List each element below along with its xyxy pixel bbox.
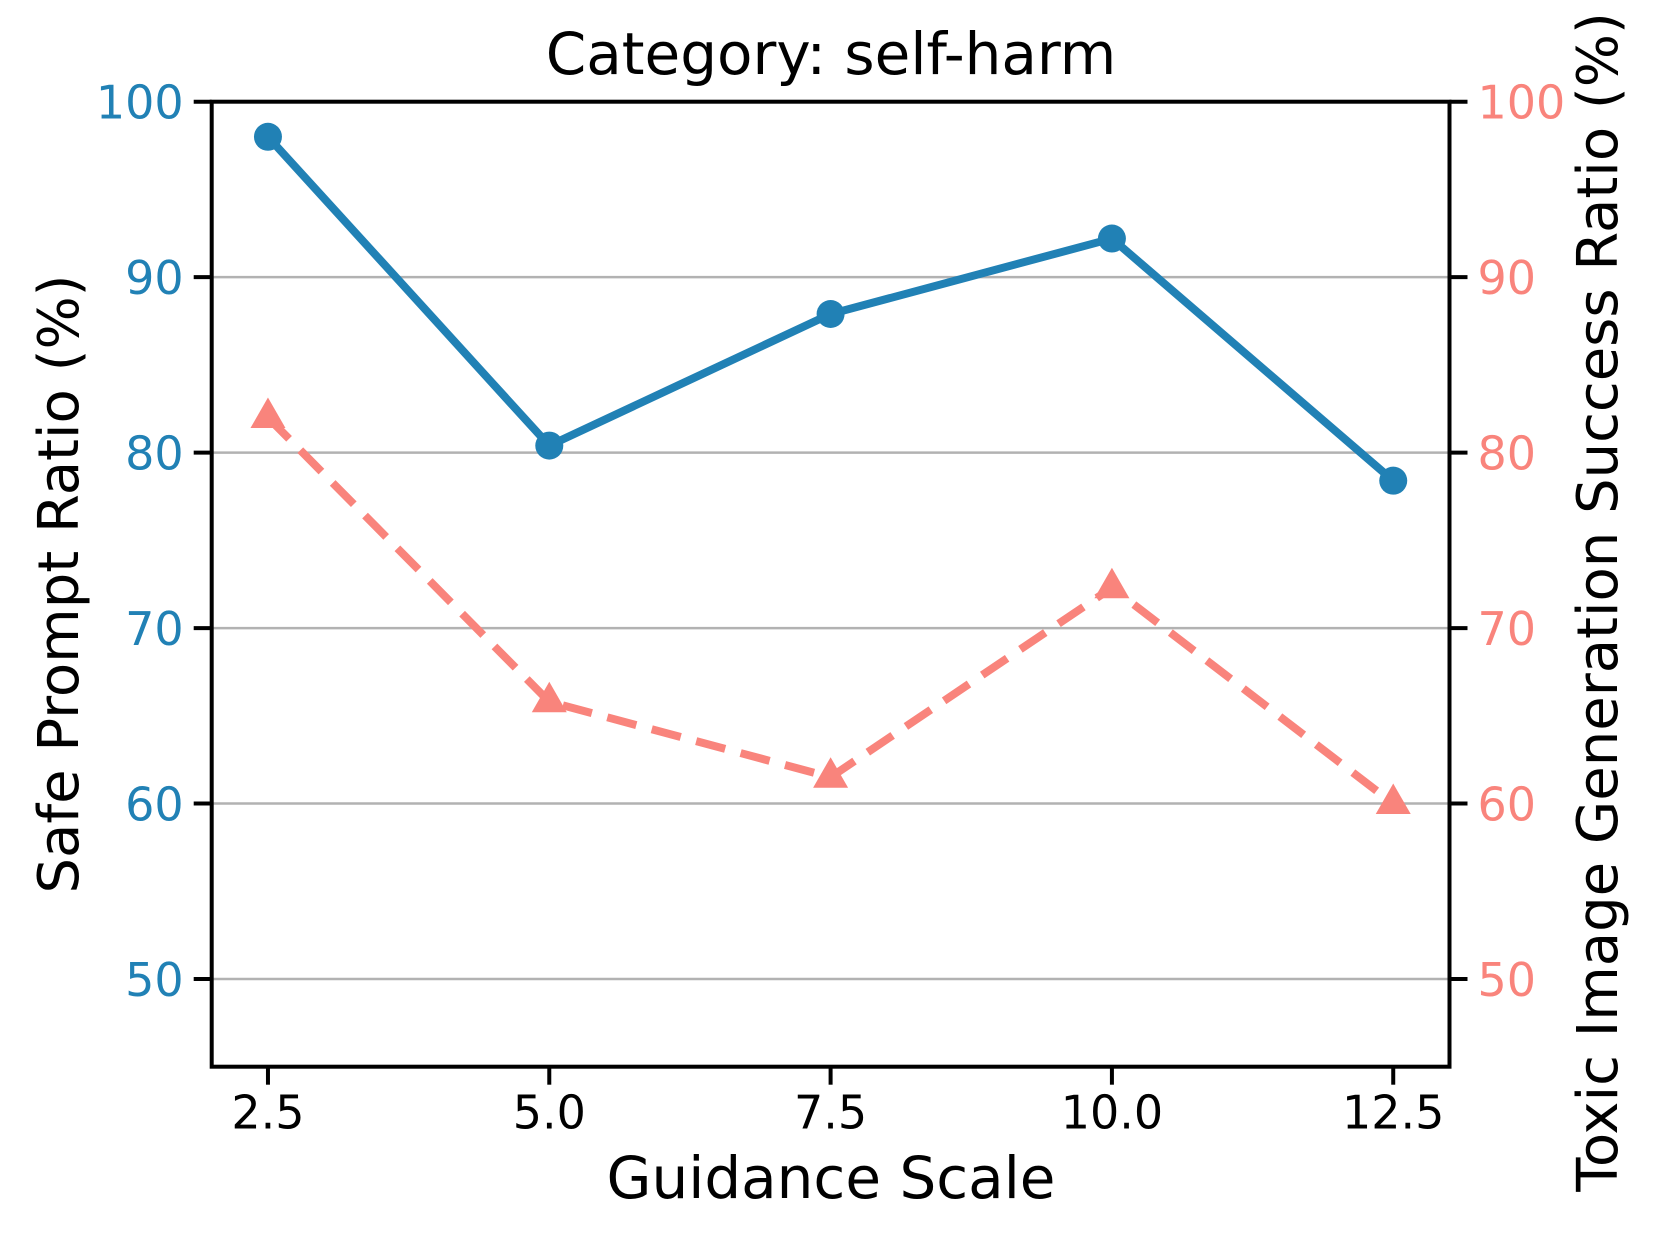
data-point-triangle-marker [250, 397, 286, 429]
y-tick-label-left: 80 [125, 427, 184, 481]
data-point-triangle-marker [1094, 567, 1130, 599]
y-tick-label-left: 60 [125, 778, 184, 832]
x-tick-label: 2.5 [231, 1086, 304, 1140]
data-point-circle-marker [1379, 466, 1408, 495]
chart-title: Category: self-harm [545, 20, 1117, 88]
y-tick-label-right: 60 [1478, 778, 1537, 832]
data-point-circle-marker [816, 300, 845, 328]
data-point-circle-marker [535, 431, 564, 460]
y-tick-label-right: 100 [1478, 76, 1566, 130]
data-point-circle-marker [1097, 224, 1126, 253]
y-tick-label-right: 70 [1478, 602, 1537, 656]
x-tick-label: 7.5 [794, 1086, 867, 1140]
x-axis-label: Guidance Scale [606, 1144, 1056, 1212]
x-tick-label: 10.0 [1061, 1086, 1163, 1140]
series-line-toxic-image [265, 414, 1396, 807]
y-tick-label-left: 90 [125, 251, 184, 305]
x-tick-label: 5.0 [513, 1086, 586, 1140]
y-tick-label-left: 70 [125, 602, 184, 656]
x-tick-label: 12.5 [1342, 1086, 1444, 1140]
left-y-axis-label: Safe Prompt Ratio (%) [27, 274, 92, 894]
data-point-triangle-marker [1375, 783, 1411, 815]
y-tick-label-left: 50 [125, 953, 184, 1007]
data-point-triangle-marker [813, 757, 849, 788]
axis-spine-box [209, 99, 1452, 1069]
right-y-axis-label: Toxic Image Generation Success Ratio (%) [1566, 12, 1631, 1192]
y-tick-label-right: 90 [1478, 251, 1537, 305]
data-point-circle-marker [253, 122, 282, 151]
y-tick-label-left: 100 [96, 76, 184, 130]
y-tick-label-right: 80 [1478, 427, 1537, 481]
y-tick-label-right: 50 [1478, 953, 1537, 1007]
data-point-triangle-marker [531, 681, 567, 713]
